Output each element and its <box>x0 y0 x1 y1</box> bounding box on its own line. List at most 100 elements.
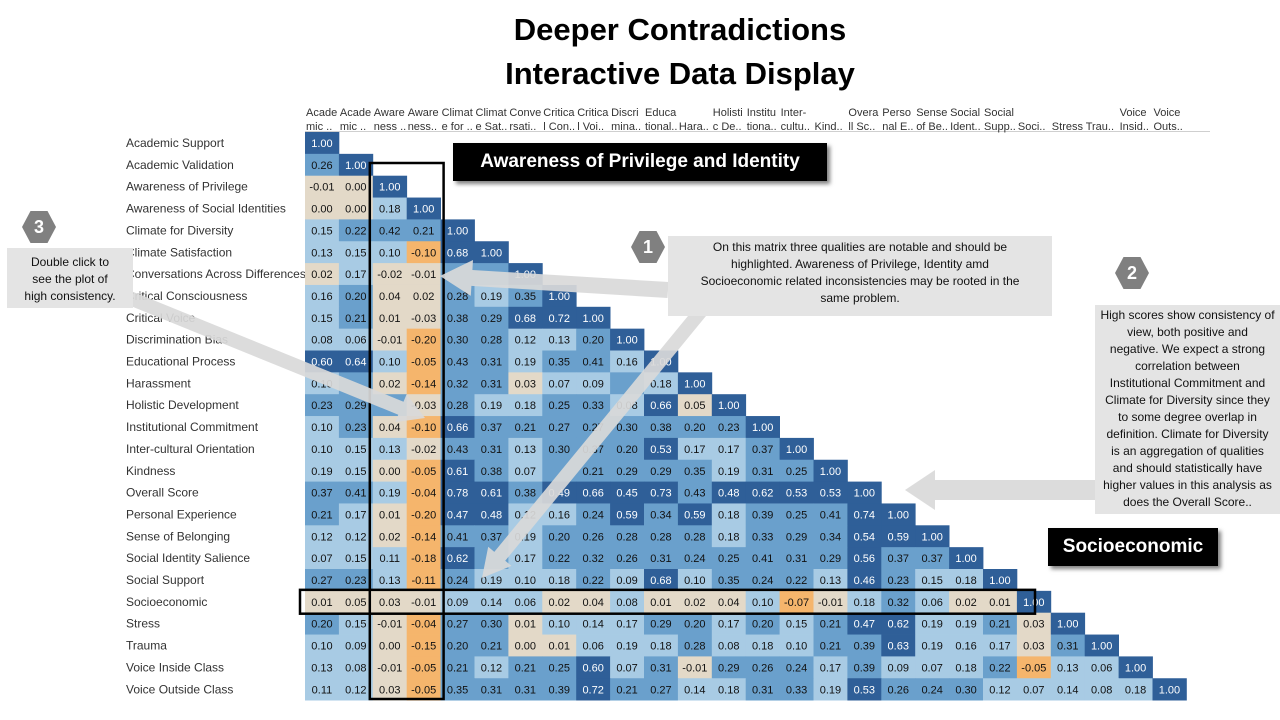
matrix-cell[interactable] <box>813 590 848 614</box>
matrix-cell[interactable] <box>508 547 543 570</box>
matrix-cell[interactable] <box>745 569 780 592</box>
matrix-cell[interactable] <box>338 197 374 220</box>
matrix-cell[interactable] <box>1118 656 1153 679</box>
matrix-cell[interactable] <box>813 547 848 570</box>
matrix-cell[interactable] <box>881 525 916 548</box>
matrix-cell[interactable] <box>711 503 747 526</box>
matrix-cell[interactable] <box>1084 656 1119 679</box>
matrix-cell[interactable] <box>881 612 916 635</box>
matrix-cell[interactable] <box>406 437 441 461</box>
row-label[interactable]: Voice Outside Class <box>126 682 233 696</box>
matrix-cell[interactable] <box>338 590 374 614</box>
matrix-cell[interactable] <box>406 219 441 242</box>
column-header[interactable]: Overa <box>848 107 879 119</box>
matrix-cell[interactable] <box>305 175 340 198</box>
matrix-cell[interactable] <box>406 197 441 220</box>
matrix-cell[interactable] <box>576 525 611 548</box>
matrix-cell[interactable] <box>644 416 679 439</box>
matrix-cell[interactable] <box>576 459 611 482</box>
matrix-cell[interactable] <box>983 634 1018 657</box>
matrix-cell[interactable] <box>711 481 747 504</box>
matrix-cell[interactable] <box>1016 634 1052 657</box>
matrix-cell[interactable] <box>338 481 374 504</box>
matrix-cell[interactable] <box>338 241 374 264</box>
matrix-cell[interactable] <box>610 525 645 548</box>
matrix-cell[interactable] <box>881 634 916 657</box>
matrix-cell[interactable] <box>372 284 408 308</box>
matrix-cell[interactable] <box>305 590 340 614</box>
matrix-cell[interactable] <box>644 678 679 701</box>
matrix-cell[interactable] <box>745 459 780 482</box>
matrix-cell[interactable] <box>1016 612 1052 635</box>
matrix-cell[interactable] <box>406 547 441 570</box>
matrix-cell[interactable] <box>440 481 475 504</box>
row-label[interactable]: Academic Support <box>126 136 225 150</box>
matrix-cell[interactable] <box>881 678 916 701</box>
column-header[interactable]: Climat <box>442 107 473 119</box>
row-label[interactable]: Climate for Diversity <box>126 223 233 237</box>
row-label[interactable]: Awareness of Privilege <box>126 180 248 194</box>
column-header[interactable]: Hara.. <box>679 121 709 133</box>
matrix-cell[interactable] <box>779 678 814 701</box>
matrix-cell[interactable] <box>338 328 374 351</box>
matrix-cell[interactable] <box>508 590 543 614</box>
matrix-cell[interactable] <box>677 437 713 461</box>
matrix-cell[interactable] <box>406 678 441 701</box>
matrix-cell[interactable] <box>406 350 441 373</box>
matrix-cell[interactable] <box>677 678 713 701</box>
column-header[interactable]: Trau.. <box>1086 121 1114 133</box>
matrix-cell[interactable] <box>610 437 645 461</box>
matrix-cell[interactable] <box>508 481 543 504</box>
row-label[interactable]: Trauma <box>126 639 167 653</box>
matrix-cell[interactable] <box>508 328 543 351</box>
matrix-cell[interactable] <box>779 547 814 570</box>
matrix-cell[interactable] <box>576 372 611 395</box>
matrix-cell[interactable] <box>338 547 374 570</box>
matrix-cell[interactable] <box>949 590 984 614</box>
column-header[interactable]: cultu.. <box>781 121 810 133</box>
matrix-cell[interactable] <box>406 459 441 482</box>
matrix-cell[interactable] <box>440 372 475 395</box>
matrix-cell[interactable] <box>474 656 509 679</box>
matrix-cell[interactable] <box>305 656 340 679</box>
matrix-cell[interactable] <box>542 547 577 570</box>
matrix-cell[interactable] <box>305 219 340 242</box>
matrix-cell[interactable] <box>338 612 374 635</box>
matrix-cell[interactable] <box>406 503 441 526</box>
matrix-cell[interactable] <box>983 656 1018 679</box>
matrix-cell[interactable] <box>779 459 814 482</box>
matrix-cell[interactable] <box>847 634 882 657</box>
matrix-cell[interactable] <box>779 503 814 526</box>
matrix-cell[interactable] <box>677 590 713 614</box>
column-header[interactable]: Acade <box>340 107 371 119</box>
matrix-cell[interactable] <box>881 569 916 592</box>
matrix-cell[interactable] <box>1050 678 1086 701</box>
matrix-cell[interactable] <box>745 481 780 504</box>
row-label[interactable]: Social Support <box>126 573 205 587</box>
matrix-cell[interactable] <box>542 656 577 679</box>
matrix-cell[interactable] <box>338 306 374 330</box>
matrix-cell[interactable] <box>745 590 780 614</box>
matrix-cell[interactable] <box>745 437 780 461</box>
column-header[interactable]: ll Sc.. <box>848 121 875 133</box>
matrix-cell[interactable] <box>508 569 543 592</box>
column-header[interactable]: Social <box>984 107 1014 119</box>
matrix-cell[interactable] <box>677 525 713 548</box>
column-header[interactable]: e for .. <box>442 121 473 133</box>
column-header[interactable]: Social <box>950 107 980 119</box>
matrix-cell[interactable] <box>440 634 475 657</box>
column-header[interactable]: Conve <box>509 107 541 119</box>
matrix-cell[interactable] <box>440 547 475 570</box>
matrix-cell[interactable] <box>949 612 984 635</box>
matrix-cell[interactable] <box>576 634 611 657</box>
column-header[interactable]: Inter- <box>781 107 807 119</box>
matrix-cell[interactable] <box>440 350 475 373</box>
matrix-cell[interactable] <box>711 678 747 701</box>
matrix-cell[interactable] <box>474 634 509 657</box>
matrix-cell[interactable] <box>406 634 441 657</box>
matrix-cell[interactable] <box>745 503 780 526</box>
row-label[interactable]: Social Identity Salience <box>126 551 250 565</box>
column-header[interactable]: l Con.. <box>543 121 575 133</box>
matrix-cell[interactable] <box>779 569 814 592</box>
